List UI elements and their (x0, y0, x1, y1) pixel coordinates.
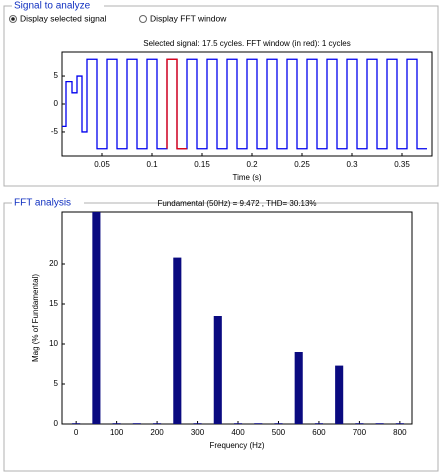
y-tick-label: 15 (49, 299, 58, 308)
radio-label[interactable]: Display FFT window (150, 13, 227, 23)
bar (375, 423, 384, 424)
x-tick-label: 600 (312, 428, 326, 437)
bar (274, 423, 283, 424)
x-tick-label: 200 (150, 428, 164, 437)
bar (294, 352, 303, 424)
radio-label[interactable]: Display selected signal (20, 13, 107, 23)
plot-area (61, 211, 413, 425)
bar (92, 212, 101, 424)
x-tick-label: 500 (272, 428, 286, 437)
x-tick-label: 100 (110, 428, 124, 437)
y-tick-label: 10 (49, 339, 58, 348)
y-tick-label: 0 (54, 419, 59, 428)
x-axis-label: Time (s) (232, 173, 261, 182)
bar (254, 423, 263, 424)
y-tick-label: 5 (54, 379, 59, 388)
panel-title: FFT analysis (14, 198, 71, 209)
bar (395, 423, 404, 424)
panel-border (3, 5, 439, 187)
x-tick-label: 0.2 (246, 160, 258, 169)
bar (314, 423, 323, 424)
x-tick-label: 800 (393, 428, 407, 437)
bar (173, 257, 182, 424)
chart-title: Selected signal: 17.5 cycles. FFT window… (143, 39, 351, 48)
bar (213, 316, 222, 424)
x-tick-label: 700 (353, 428, 367, 437)
x-tick-label: 0.1 (146, 160, 158, 169)
y-tick-label: 0 (54, 99, 59, 108)
panel-title: Signal to analyze (14, 1, 91, 12)
plot-content (72, 212, 404, 424)
y-tick-label: 5 (54, 71, 59, 80)
y-tick-label: 20 (49, 259, 58, 268)
radio-dot (11, 17, 15, 21)
x-tick-label: 0.15 (194, 160, 210, 169)
panel-title-bg (12, 198, 84, 208)
bar (132, 423, 141, 424)
x-tick-label: 0.25 (294, 160, 310, 169)
x-tick-label: 0 (74, 428, 79, 437)
plot-content (62, 58, 427, 150)
panel-border (3, 202, 439, 472)
bar (233, 423, 243, 424)
bar (335, 365, 344, 424)
bar (355, 423, 364, 424)
panel-title-bg (12, 1, 104, 11)
x-tick-label: 0.3 (346, 160, 358, 169)
x-tick-label: 0.35 (394, 160, 410, 169)
radio-circle[interactable] (139, 15, 147, 23)
x-tick-label: 300 (191, 428, 205, 437)
x-tick-label: 400 (231, 428, 245, 437)
signal-line (62, 58, 427, 150)
x-axis-label: Frequency (Hz) (209, 441, 264, 450)
radio[interactable]: Display FFT window (139, 13, 228, 23)
x-tick-label: 0.05 (94, 160, 110, 169)
y-axis-label: Mag (% of Fundamental) (31, 274, 40, 362)
bar (193, 423, 202, 424)
bar (72, 423, 81, 424)
bar (112, 423, 121, 424)
chart-title: Fundamental (50Hz) = 9.472 , THD= 30.13% (157, 199, 316, 208)
signal-line (166, 58, 187, 150)
radio[interactable]: Display selected signal (9, 13, 107, 23)
y-tick-label: -5 (51, 127, 59, 136)
bar (153, 423, 162, 424)
